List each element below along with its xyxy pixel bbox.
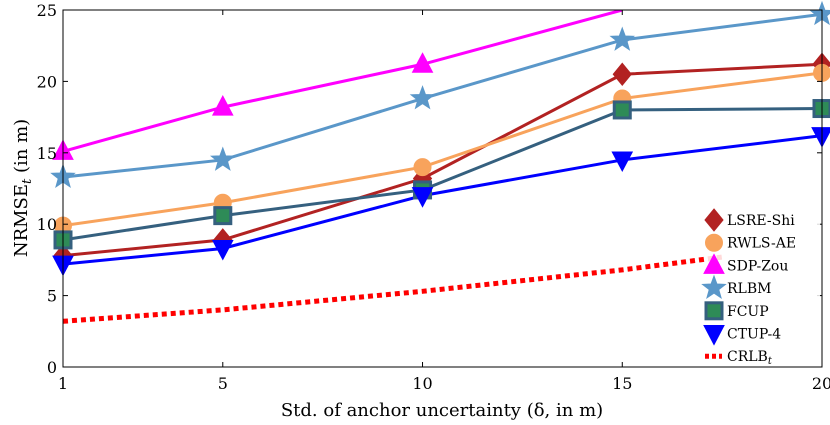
marker-rlbm <box>609 26 636 51</box>
legend-label-rlbm: RLBM <box>727 281 771 297</box>
x-tick-label: 15 <box>612 374 632 393</box>
legend-marker-rlbm <box>701 274 727 299</box>
y-tick-label: 10 <box>37 215 57 234</box>
marker-ctup-4 <box>211 239 234 261</box>
y-tick-label: 0 <box>47 358 57 377</box>
marker-rlbm <box>809 0 830 26</box>
marker-sdp-zou <box>411 52 434 73</box>
legend-marker-rwls-ae <box>705 233 723 252</box>
y-tick-label: 20 <box>37 72 57 91</box>
marker-lsre-shi <box>612 62 632 87</box>
legend-label-sdp-zou: SDP-Zou <box>727 258 788 274</box>
marker-ctup-4 <box>411 187 434 208</box>
legend-marker-ctup-4 <box>703 325 725 346</box>
marker-fcup <box>213 206 233 226</box>
legend-label-ctup-4: CTUP-4 <box>727 327 781 343</box>
legend-label-lsre-shi: LSRE-Shi <box>727 213 795 229</box>
marker-rlbm <box>210 146 236 171</box>
legend-label-crlb: CRLBt <box>727 349 773 367</box>
x-tick-label: 20 <box>812 374 830 393</box>
legend-marker-sdp-zou <box>703 253 725 274</box>
legend-marker-lsre-shi <box>704 208 724 232</box>
marker-ctup-4 <box>611 151 634 173</box>
y-tick-label: 25 <box>37 1 57 20</box>
series-line-crlb <box>63 254 723 324</box>
x-axis-label: Std. of anchor uncertainty (δ, in m) <box>281 400 603 421</box>
legend: LSRE-Shi RWLS-AE SDP-Zou RLBM FCUP CTUP-4 CRLB… <box>701 207 820 367</box>
y-axis-label: NRMSEt (in m) <box>11 119 35 257</box>
x-tick-label: 1 <box>58 374 68 393</box>
legend-marker-fcup <box>704 301 724 321</box>
x-tick-label: 5 <box>218 374 228 393</box>
y-tick-label: 5 <box>47 287 57 306</box>
series-line-rlbm <box>63 12 822 179</box>
series-line-sdp-zou <box>63 10 623 153</box>
marker-rlbm <box>409 85 436 110</box>
marker-sdp-zou <box>211 95 234 116</box>
plot-frame <box>62 9 823 368</box>
y-tick-label: 15 <box>37 144 57 163</box>
x-tick-label: 10 <box>412 374 432 393</box>
legend-label-fcup: FCUP <box>727 304 769 320</box>
marker-fcup <box>612 100 632 120</box>
marker-rwls-ae <box>413 158 432 177</box>
legend-label-rwls-ae: RWLS-AE <box>727 236 796 252</box>
